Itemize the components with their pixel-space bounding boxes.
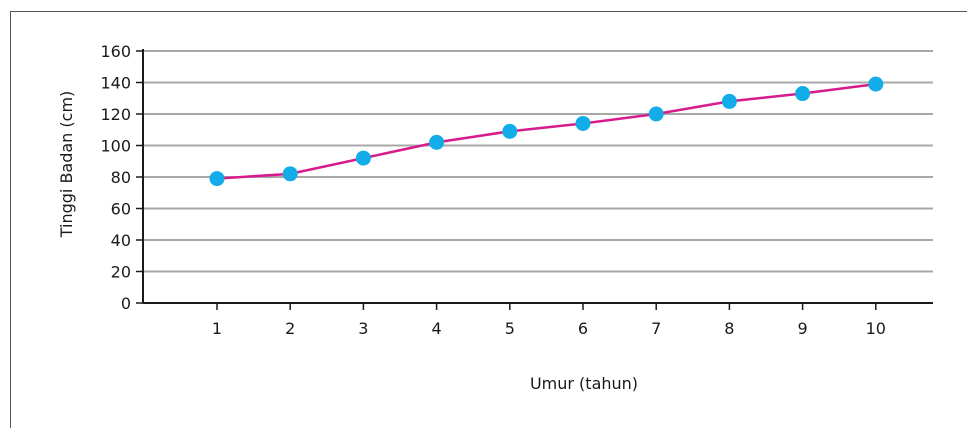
y-axis-ticks: 0 20 40 60 80 100 120 140 160 — [100, 42, 143, 313]
series-line — [216, 82, 876, 180]
data-point-10 — [868, 76, 884, 92]
y-tick-label: 160 — [100, 42, 131, 61]
x-tick-label: 4 — [432, 319, 442, 338]
y-tick-label: 0 — [121, 294, 131, 313]
data-point-5 — [502, 123, 518, 139]
y-tick-label: 140 — [100, 74, 131, 93]
x-tick-label: 6 — [578, 319, 588, 338]
data-point-9 — [795, 86, 811, 102]
data-point-3 — [355, 150, 371, 166]
x-tick-label: 7 — [651, 319, 661, 338]
x-axis-ticks: 1 2 3 4 5 6 7 8 9 10 — [212, 303, 886, 338]
y-tick-label: 20 — [111, 263, 131, 282]
series — [209, 76, 884, 187]
x-tick-label: 2 — [285, 319, 295, 338]
data-point-7 — [648, 106, 664, 122]
x-tick-label: 3 — [358, 319, 368, 338]
y-tick-label: 40 — [111, 231, 131, 250]
y-tick-label: 100 — [100, 137, 131, 156]
x-axis-title: Umur (tahun) — [530, 374, 638, 393]
y-axis-title: Tinggi Badan (cm) — [57, 91, 76, 239]
x-tick-label: 10 — [866, 319, 886, 338]
y-tick-label: 120 — [100, 105, 131, 124]
data-point-1 — [209, 171, 225, 187]
x-tick-label: 8 — [724, 319, 734, 338]
chart-frame — [10, 11, 967, 428]
y-tick-label: 80 — [111, 168, 131, 187]
data-point-2 — [282, 166, 298, 182]
axes — [142, 49, 933, 304]
data-point-8 — [721, 93, 737, 109]
data-point-4 — [429, 134, 445, 150]
x-tick-label: 5 — [505, 319, 515, 338]
gridlines — [143, 50, 933, 273]
x-tick-label: 1 — [212, 319, 222, 338]
y-tick-label: 60 — [111, 200, 131, 219]
data-point-6 — [575, 115, 591, 131]
x-tick-label: 9 — [798, 319, 808, 338]
